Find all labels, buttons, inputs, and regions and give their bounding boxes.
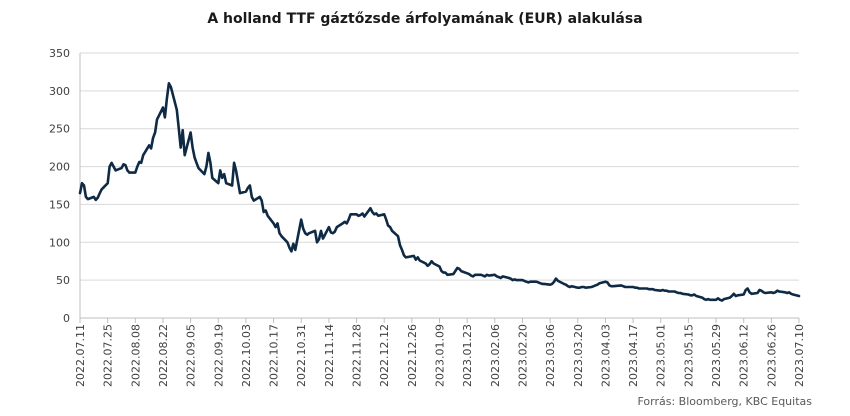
x-tick-label: 2023.05.01 <box>655 324 668 387</box>
x-tick-label: 2023.03.06 <box>544 324 557 387</box>
x-tick-label: 2022.12.12 <box>378 324 391 387</box>
x-tick-label: 2023.01.23 <box>461 324 474 387</box>
y-axis: 0 50 100 150 200 250 300 350 <box>49 47 81 325</box>
y-tick-label: 300 <box>49 85 70 98</box>
x-tick-label: 2022.07.11 <box>74 324 87 387</box>
x-tick-label: 2022.12.26 <box>406 324 419 387</box>
x-tick-label: 2022.08.22 <box>157 324 170 387</box>
source-note: Forrás: Bloomberg, KBC Equitas <box>637 395 812 408</box>
x-tick-label: 2023.03.20 <box>572 324 585 387</box>
x-tick-label: 2023.02.20 <box>516 324 529 387</box>
x-tick-label: 2022.09.19 <box>212 324 225 387</box>
x-tick-label: 2022.10.17 <box>268 324 281 387</box>
x-tick-label: 2022.08.08 <box>129 324 142 387</box>
x-tick-label: 2022.09.05 <box>185 324 198 387</box>
x-tick-label: 2022.10.03 <box>240 324 253 387</box>
gridlines <box>80 52 799 281</box>
y-tick-label: 350 <box>49 47 70 60</box>
chart-title: A holland TTF gáztőzsde árfolyamának (EU… <box>207 11 643 27</box>
x-tick-label: 2023.06.26 <box>765 324 778 387</box>
y-tick-label: 150 <box>49 198 70 211</box>
x-tick-label: 2023.07.10 <box>793 324 806 387</box>
x-tick-label: 2022.07.25 <box>102 324 115 387</box>
y-tick-label: 200 <box>49 161 70 174</box>
x-tick-label: 2023.04.17 <box>627 324 640 387</box>
x-tick-label: 2022.11.14 <box>323 324 336 387</box>
y-tick-label: 250 <box>49 123 70 136</box>
y-tick-label: 100 <box>49 236 70 249</box>
x-tick-label: 2023.05.15 <box>682 324 695 387</box>
plot-area <box>78 82 801 302</box>
x-tick-label: 2023.02.06 <box>489 324 502 387</box>
price-series-line <box>78 82 801 302</box>
x-tick-label: 2023.05.29 <box>710 324 723 387</box>
x-tick-label: 2023.04.03 <box>599 324 612 387</box>
x-tick-label: 2023.01.09 <box>434 324 447 387</box>
x-axis: 2022.07.11 2022.07.25 2022.08.08 2022.08.22… <box>74 317 806 387</box>
y-tick-label: 0 <box>63 312 70 325</box>
x-tick-label: 2022.10.31 <box>295 324 308 387</box>
x-tick-label: 2022.11.28 <box>351 324 364 387</box>
x-tick-label: 2023.06.12 <box>738 324 751 387</box>
y-tick-label: 50 <box>56 274 70 287</box>
